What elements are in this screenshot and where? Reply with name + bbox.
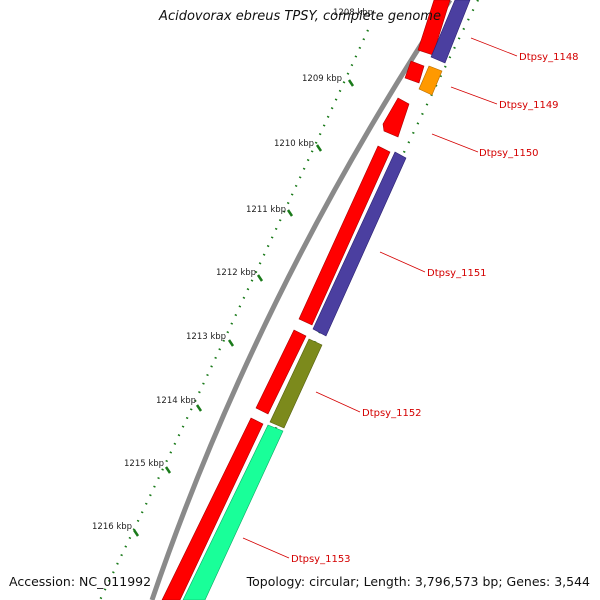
cds-track	[161, 0, 451, 600]
ruler-major-ticks	[132, 79, 355, 537]
ruler-label: 1211 kbp	[246, 205, 286, 215]
gene-dtpsy-1150-cds-a[interactable]	[404, 60, 425, 84]
ruler-label: 1216 kbp	[92, 522, 132, 532]
gene-label[interactable]: Dtpsy_1150	[479, 148, 539, 159]
gene-label[interactable]: Dtpsy_1148	[519, 52, 579, 63]
accession-text: Accession: NC_011992	[9, 574, 152, 589]
gene-label[interactable]: Dtpsy_1152	[362, 408, 422, 419]
gene-dtpsy-1152-cds[interactable]	[255, 329, 307, 415]
gene-dtpsy-1153-feature[interactable]	[182, 424, 284, 600]
ruler-label: 1209 kbp	[302, 74, 342, 84]
label-leaders	[242, 37, 518, 559]
map-title: Acidovorax ebreus TPSY, complete genome	[159, 9, 441, 24]
gene-label[interactable]: Dtpsy_1153	[291, 554, 351, 565]
gene-dtpsy-1152-feature[interactable]	[269, 338, 323, 429]
genome-summary-text: Topology: circular; Length: 3,796,573 bp…	[246, 574, 590, 589]
gene-dtpsy-1149-feature[interactable]	[418, 65, 443, 96]
gene-dtpsy-1151-partner[interactable]	[312, 151, 407, 337]
partner-track	[182, 0, 471, 600]
gene-label[interactable]: Dtpsy_1151	[427, 268, 487, 279]
ruler-label: 1214 kbp	[156, 396, 196, 406]
ruler-label: 1215 kbp	[124, 459, 164, 469]
gene-dtpsy-1153-cds[interactable]	[161, 417, 264, 600]
ruler-label: 1208 kbp	[333, 8, 373, 18]
gene-dtpsy-1148-partner[interactable]	[430, 0, 471, 64]
genome-backbone	[149, 0, 453, 600]
gene-label[interactable]: Dtpsy_1149	[499, 100, 559, 111]
gene-dtpsy-1150-cds-b[interactable]	[382, 97, 410, 138]
ruler-label: 1213 kbp	[186, 332, 226, 342]
ruler-label: 1212 kbp	[216, 268, 256, 278]
gene-dtpsy-1151-cds[interactable]	[298, 145, 391, 326]
ruler-label: 1210 kbp	[274, 139, 314, 149]
